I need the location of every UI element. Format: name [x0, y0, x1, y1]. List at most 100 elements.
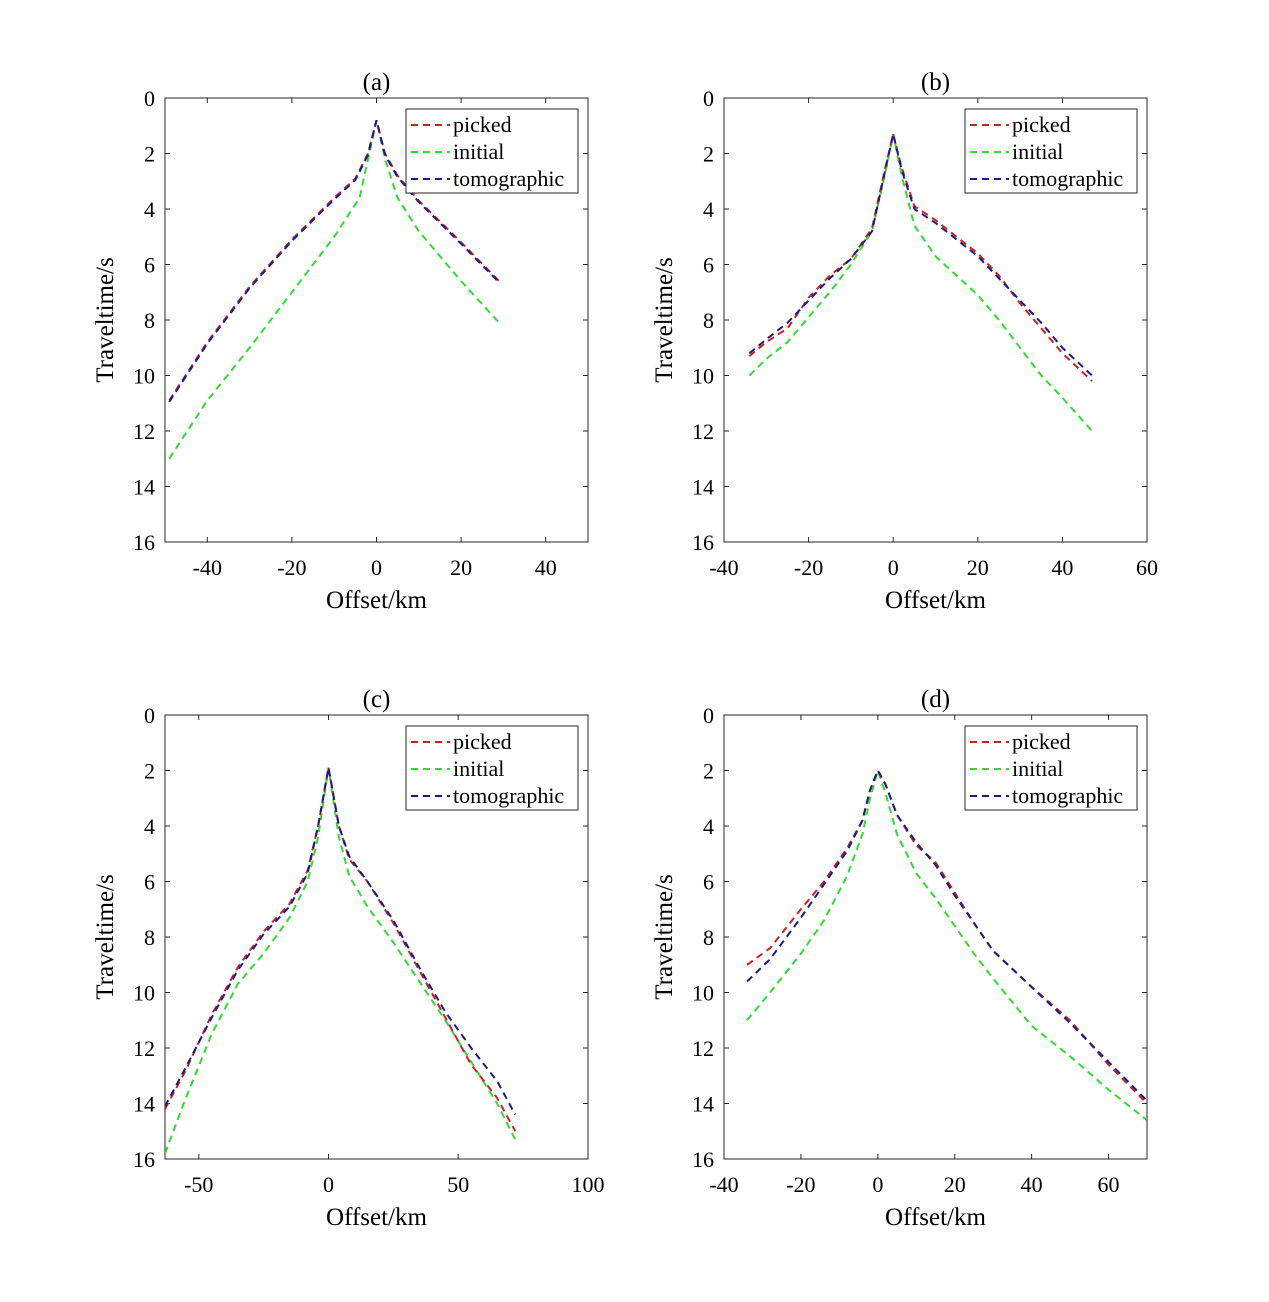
chart-panel-0: (a) -40 -20 0 20 40 0 2 4 6 8 10 12 14 16 Offset/km Trav…: [92, 69, 589, 614]
panel-title: (b): [921, 69, 950, 96]
y-tick-label: 14: [133, 1092, 155, 1117]
x-tick-label: 0: [888, 555, 899, 580]
chart-panel-2: (c) -50 0 50 100 0 2 4 6 8 10 12 14 16 Offset/km Travel…: [92, 686, 605, 1231]
x-tick-label: 60: [1098, 1172, 1120, 1197]
x-axis-label: Offset/km: [885, 1204, 986, 1231]
x-tick-label: 100: [572, 1172, 605, 1197]
legend-label-picked: picked: [1012, 729, 1071, 754]
x-tick-label: -20: [277, 555, 306, 580]
x-tick-label: 20: [450, 555, 472, 580]
legend-label-tomographic: tomographic: [1012, 166, 1123, 191]
y-tick-label: 10: [133, 364, 155, 389]
x-tick-label: 40: [535, 555, 557, 580]
legend-label-picked: picked: [1012, 112, 1071, 137]
legend-label-initial: initial: [1012, 756, 1063, 781]
x-tick-label: -50: [184, 1172, 213, 1197]
x-tick-label: 50: [447, 1172, 469, 1197]
x-tick-label: 0: [872, 1172, 883, 1197]
x-tick-label: 40: [1051, 555, 1073, 580]
y-tick-label: 0: [703, 86, 714, 111]
legend-label-tomographic: tomographic: [453, 166, 564, 191]
legend-label-picked: picked: [453, 112, 512, 137]
y-tick-label: 12: [692, 419, 714, 444]
y-tick-label: 4: [703, 197, 714, 222]
y-tick-label: 12: [133, 419, 155, 444]
y-tick-label: 12: [133, 1036, 155, 1061]
x-tick-label: 60: [1136, 555, 1158, 580]
y-axis-label: Traveltime/s: [92, 874, 119, 999]
y-tick-label: 14: [133, 475, 155, 500]
x-tick-label: -20: [794, 555, 823, 580]
y-tick-label: 2: [703, 759, 714, 784]
y-axis-label: Traveltime/s: [651, 257, 678, 382]
x-axis-label: Offset/km: [326, 587, 427, 614]
panel-title: (a): [363, 69, 391, 96]
x-axis-label: Offset/km: [326, 1204, 427, 1231]
x-tick-label: 40: [1021, 1172, 1043, 1197]
x-tick-label: -40: [709, 555, 738, 580]
legend-box: [405, 108, 579, 194]
series-line-tomographic: [165, 767, 517, 1116]
x-tick-label: -40: [193, 555, 222, 580]
panel-title: (d): [921, 686, 950, 713]
y-tick-label: 6: [703, 870, 714, 895]
series-line-initial: [748, 133, 1093, 432]
y-tick-label: 0: [703, 703, 714, 728]
legend-label-initial: initial: [453, 756, 504, 781]
x-tick-label: -40: [709, 1172, 738, 1197]
series-line-initial: [746, 767, 1147, 1121]
series-line-initial: [165, 767, 517, 1154]
y-tick-label: 8: [144, 308, 155, 333]
legend-label-tomographic: tomographic: [453, 783, 564, 808]
legend-box: [964, 725, 1138, 811]
y-tick-label: 4: [703, 814, 714, 839]
y-tick-label: 10: [692, 981, 714, 1006]
y-tick-label: 4: [144, 814, 155, 839]
y-tick-label: 0: [144, 86, 155, 111]
x-axis-label: Offset/km: [885, 587, 986, 614]
y-tick-label: 14: [692, 1092, 714, 1117]
series-line-initial: [168, 119, 500, 460]
x-tick-label: 0: [371, 555, 382, 580]
y-tick-label: 10: [133, 981, 155, 1006]
y-tick-label: 8: [703, 925, 714, 950]
series-line-tomographic: [168, 119, 500, 403]
chart-panel-1: (b) -40 -20 0 20 40 60 0 2 4 6 8 10 12 14 16 Offset/km Tr…: [651, 69, 1158, 614]
y-tick-label: 2: [144, 759, 155, 784]
series-line-tomographic: [746, 768, 1147, 1102]
y-tick-label: 10: [692, 364, 714, 389]
y-tick-label: 4: [144, 197, 155, 222]
y-tick-label: 2: [144, 142, 155, 167]
y-axis-label: Traveltime/s: [92, 257, 119, 382]
x-tick-label: -20: [786, 1172, 815, 1197]
panel-title: (c): [363, 686, 391, 713]
y-tick-label: 2: [703, 142, 714, 167]
chart-panel-3: (d) -40 -20 0 20 40 60 0 2 4 6 8 10 12 14 16 Offset/km Tr…: [651, 686, 1148, 1231]
y-tick-label: 12: [692, 1036, 714, 1061]
y-tick-label: 16: [692, 530, 714, 555]
y-tick-label: 6: [703, 253, 714, 278]
y-tick-label: 14: [692, 475, 714, 500]
y-tick-label: 6: [144, 870, 155, 895]
x-tick-label: 20: [944, 1172, 966, 1197]
legend-box: [964, 108, 1138, 194]
y-tick-label: 16: [133, 1147, 155, 1172]
legend-label-tomographic: tomographic: [1012, 783, 1123, 808]
y-axis-label: Traveltime/s: [651, 874, 678, 999]
y-tick-label: 6: [144, 253, 155, 278]
legend-box: [405, 725, 579, 811]
y-tick-label: 8: [144, 925, 155, 950]
x-tick-label: 20: [967, 555, 989, 580]
legend-label-initial: initial: [1012, 139, 1063, 164]
series-line-picked: [748, 133, 1093, 382]
y-tick-label: 16: [692, 1147, 714, 1172]
legend-label-initial: initial: [453, 139, 504, 164]
y-tick-label: 8: [703, 308, 714, 333]
y-tick-label: 0: [144, 703, 155, 728]
y-tick-label: 16: [133, 530, 155, 555]
